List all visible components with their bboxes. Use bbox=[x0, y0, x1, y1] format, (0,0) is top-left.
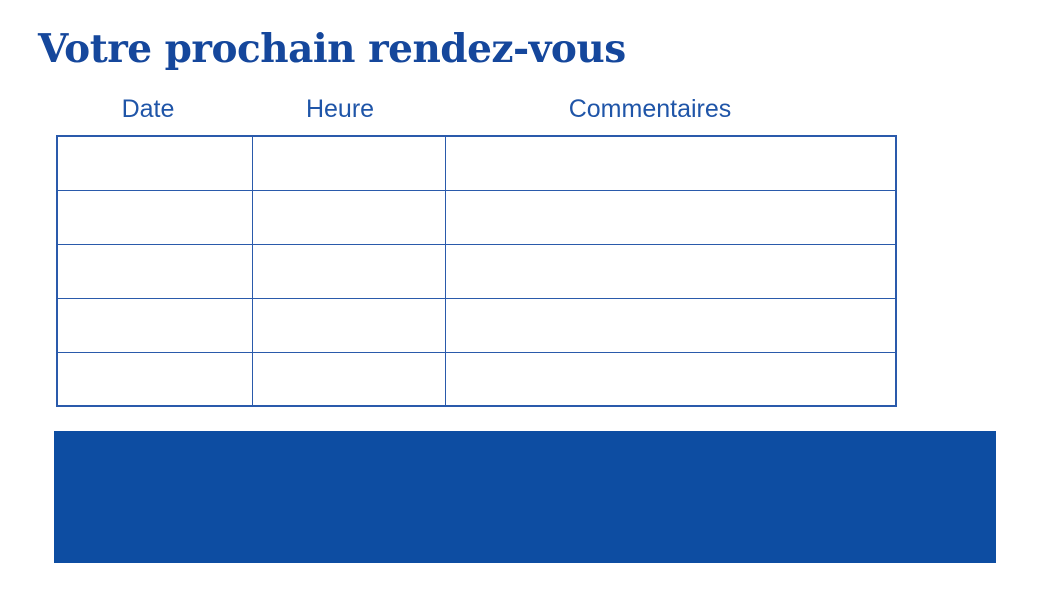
table-row bbox=[56, 297, 897, 353]
appointments-table-body bbox=[56, 135, 897, 407]
table-cell[interactable] bbox=[56, 189, 253, 245]
table-cell[interactable] bbox=[251, 189, 446, 245]
page-title: Votre prochain rendez-vous bbox=[38, 26, 626, 72]
column-header-commentaires: Commentaires bbox=[568, 95, 732, 123]
table-cell[interactable] bbox=[444, 351, 897, 407]
footer-block bbox=[54, 431, 996, 563]
table-cell[interactable] bbox=[251, 135, 446, 191]
appointments-table bbox=[56, 135, 897, 407]
table-row bbox=[56, 243, 897, 299]
column-header-heure: Heure bbox=[305, 95, 375, 123]
table-row bbox=[56, 135, 897, 191]
table-cell[interactable] bbox=[251, 297, 446, 353]
table-cell[interactable] bbox=[444, 189, 897, 245]
table-cell[interactable] bbox=[444, 243, 897, 299]
table-cell[interactable] bbox=[56, 351, 253, 407]
table-cell[interactable] bbox=[56, 297, 253, 353]
table-cell[interactable] bbox=[56, 243, 253, 299]
table-cell[interactable] bbox=[444, 297, 897, 353]
table-cell[interactable] bbox=[56, 135, 253, 191]
table-cell[interactable] bbox=[251, 243, 446, 299]
table-cell[interactable] bbox=[444, 135, 897, 191]
table-row bbox=[56, 189, 897, 245]
table-cell[interactable] bbox=[251, 351, 446, 407]
table-row bbox=[56, 351, 897, 407]
column-header-date: Date bbox=[121, 95, 175, 123]
